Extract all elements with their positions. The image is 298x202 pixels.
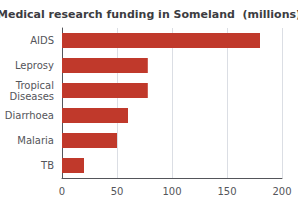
svg-text:200: 200 — [272, 186, 291, 197]
svg-text:Medical research funding in So: Medical research funding in Someland (mi… — [0, 8, 298, 21]
svg-text:150: 150 — [217, 186, 236, 197]
svg-text:Leprosy: Leprosy — [15, 60, 54, 71]
svg-text:100: 100 — [162, 186, 181, 197]
svg-text:0: 0 — [59, 186, 65, 197]
svg-text:Malaria: Malaria — [17, 135, 54, 146]
svg-text:AIDS: AIDS — [30, 35, 54, 46]
svg-text:Diseases: Diseases — [9, 91, 54, 102]
svg-text:50: 50 — [111, 186, 124, 197]
svg-text:Diarrhoea: Diarrhoea — [5, 110, 54, 121]
svg-text:TB: TB — [40, 160, 54, 171]
svg-text:Tropical: Tropical — [15, 80, 54, 91]
